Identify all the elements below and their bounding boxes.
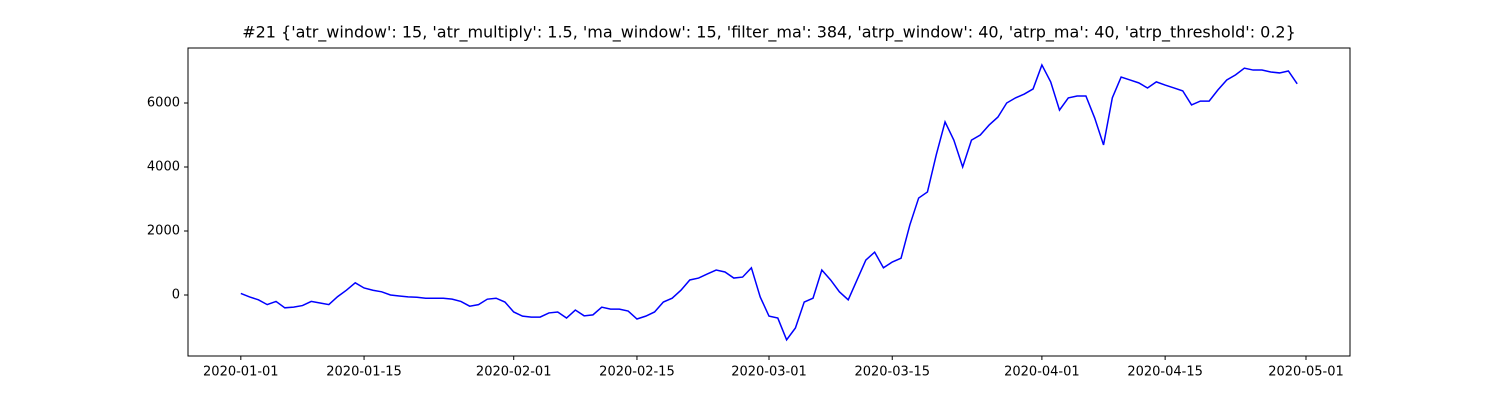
x-tick-label: 2020-04-01 — [1004, 365, 1080, 380]
x-tick-label: 2020-02-15 — [599, 365, 675, 380]
y-tick-label: 2000 — [147, 224, 180, 239]
x-tick-label: 2020-01-01 — [203, 365, 279, 380]
x-tick-label: 2020-05-01 — [1268, 365, 1344, 380]
x-tick-label: 2020-03-01 — [731, 365, 807, 380]
x-tick-label: 2020-03-15 — [854, 365, 930, 380]
y-tick-label: 0 — [172, 288, 180, 303]
chart-title: #21 {'atr_window': 15, 'atr_multiply': 1… — [242, 23, 1296, 43]
plot-frame — [187, 47, 1351, 357]
x-tick-label: 2020-02-01 — [476, 365, 552, 380]
line-series — [240, 63, 1298, 342]
x-tick-label: 2020-01-15 — [326, 365, 402, 380]
x-tick-label: 2020-04-15 — [1127, 365, 1203, 380]
y-tick-label: 6000 — [147, 96, 180, 111]
y-tick-label: 4000 — [147, 160, 180, 175]
